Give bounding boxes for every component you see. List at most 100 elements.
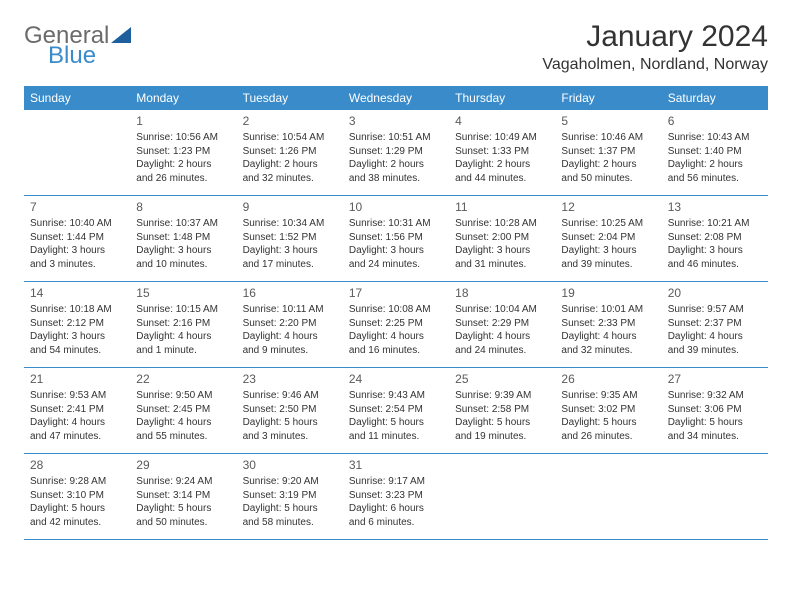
daylight-text: Daylight: 2 hours (668, 158, 762, 172)
sunset-text: Sunset: 2:58 PM (455, 403, 549, 417)
location-text: Vagaholmen, Nordland, Norway (542, 56, 768, 74)
sunset-text: Sunset: 2:00 PM (455, 231, 549, 245)
daylight-text: and 26 minutes. (136, 172, 230, 186)
sunrise-text: Sunrise: 10:40 AM (30, 217, 124, 231)
sunrise-text: Sunrise: 10:21 AM (668, 217, 762, 231)
daylight-text: Daylight: 6 hours (349, 502, 443, 516)
header: General Blue January 2024 Vagaholmen, No… (24, 20, 768, 74)
sunrise-text: Sunrise: 9:46 AM (243, 389, 337, 403)
sunrise-text: Sunrise: 9:17 AM (349, 475, 443, 489)
weekday-header: Thursday (449, 86, 555, 110)
daylight-text: Daylight: 5 hours (455, 416, 549, 430)
daylight-text: Daylight: 2 hours (561, 158, 655, 172)
day-number: 23 (243, 371, 337, 387)
daylight-text: Daylight: 5 hours (243, 502, 337, 516)
calendar-cell: 1Sunrise: 10:56 AMSunset: 1:23 PMDayligh… (130, 110, 236, 196)
calendar-cell: 7Sunrise: 10:40 AMSunset: 1:44 PMDayligh… (24, 196, 130, 282)
sunset-text: Sunset: 1:40 PM (668, 145, 762, 159)
sunset-text: Sunset: 1:33 PM (455, 145, 549, 159)
calendar-cell: 12Sunrise: 10:25 AMSunset: 2:04 PMDaylig… (555, 196, 661, 282)
sunrise-text: Sunrise: 10:37 AM (136, 217, 230, 231)
daylight-text: Daylight: 2 hours (243, 158, 337, 172)
calendar-cell: 15Sunrise: 10:15 AMSunset: 2:16 PMDaylig… (130, 282, 236, 368)
calendar-cell: 27Sunrise: 9:32 AMSunset: 3:06 PMDayligh… (662, 368, 768, 454)
daylight-text: Daylight: 3 hours (30, 330, 124, 344)
daylight-text: Daylight: 4 hours (136, 416, 230, 430)
day-number: 22 (136, 371, 230, 387)
daylight-text: Daylight: 4 hours (136, 330, 230, 344)
day-number: 11 (455, 199, 549, 215)
calendar-cell: 23Sunrise: 9:46 AMSunset: 2:50 PMDayligh… (237, 368, 343, 454)
daylight-text: and 1 minute. (136, 344, 230, 358)
calendar-cell: 4 Sunrise: 10:49 AMSunset: 1:33 PMDayligh… (449, 110, 555, 196)
calendar-cell: 26Sunrise: 9:35 AMSunset: 3:02 PMDayligh… (555, 368, 661, 454)
sunrise-text: Sunrise: 9:20 AM (243, 475, 337, 489)
calendar-cell: 5Sunrise: 10:46 AMSunset: 1:37 PMDayligh… (555, 110, 661, 196)
daylight-text: Daylight: 4 hours (349, 330, 443, 344)
sunset-text: Sunset: 2:54 PM (349, 403, 443, 417)
calendar-cell: 11Sunrise: 10:28 AMSunset: 2:00 PMDaylig… (449, 196, 555, 282)
day-number: 29 (136, 457, 230, 473)
sunrise-text: Sunrise: 9:32 AM (668, 389, 762, 403)
daylight-text: and 39 minutes. (561, 258, 655, 272)
sunset-text: Sunset: 2:20 PM (243, 317, 337, 331)
sunrise-text: Sunrise: 10:43 AM (668, 131, 762, 145)
sunrise-text: Sunrise: 10:54 AM (243, 131, 337, 145)
daylight-text: and 56 minutes. (668, 172, 762, 186)
sunrise-text: Sunrise: 9:43 AM (349, 389, 443, 403)
day-number: 7 (30, 199, 124, 215)
day-number: 1 (136, 113, 230, 129)
day-number: 30 (243, 457, 337, 473)
day-number: 16 (243, 285, 337, 301)
title-block: January 2024 Vagaholmen, Nordland, Norwa… (542, 20, 768, 74)
month-title: January 2024 (542, 20, 768, 54)
day-number: 3 (349, 113, 443, 129)
day-number: 27 (668, 371, 762, 387)
daylight-text: and 55 minutes. (136, 430, 230, 444)
daylight-text: and 3 minutes. (30, 258, 124, 272)
sunrise-text: Sunrise: 9:24 AM (136, 475, 230, 489)
day-number: 4 (455, 113, 549, 129)
day-number: 28 (30, 457, 124, 473)
daylight-text: and 11 minutes. (349, 430, 443, 444)
sunset-text: Sunset: 1:26 PM (243, 145, 337, 159)
daylight-text: Daylight: 2 hours (455, 158, 549, 172)
calendar-cell-empty (555, 454, 661, 540)
day-number: 6 (668, 113, 762, 129)
sunrise-text: Sunrise: 10:15 AM (136, 303, 230, 317)
day-number: 21 (30, 371, 124, 387)
sunset-text: Sunset: 3:06 PM (668, 403, 762, 417)
daylight-text: and 46 minutes. (668, 258, 762, 272)
calendar: SundayMondayTuesdayWednesdayThursdayFrid… (24, 86, 768, 540)
weekday-header: Sunday (24, 86, 130, 110)
day-number: 2 (243, 113, 337, 129)
sunset-text: Sunset: 1:44 PM (30, 231, 124, 245)
calendar-cell: 21Sunrise: 9:53 AMSunset: 2:41 PMDayligh… (24, 368, 130, 454)
daylight-text: Daylight: 3 hours (561, 244, 655, 258)
calendar-cell: 29Sunrise: 9:24 AMSunset: 3:14 PMDayligh… (130, 454, 236, 540)
day-number: 18 (455, 285, 549, 301)
calendar-body: 1Sunrise: 10:56 AMSunset: 1:23 PMDayligh… (24, 110, 768, 540)
day-number: 12 (561, 199, 655, 215)
daylight-text: and 19 minutes. (455, 430, 549, 444)
sunrise-text: Sunrise: 10:01 AM (561, 303, 655, 317)
daylight-text: and 58 minutes. (243, 516, 337, 530)
calendar-cell: 31Sunrise: 9:17 AMSunset: 3:23 PMDayligh… (343, 454, 449, 540)
sunrise-text: Sunrise: 10:34 AM (243, 217, 337, 231)
sunset-text: Sunset: 3:23 PM (349, 489, 443, 503)
daylight-text: and 24 minutes. (455, 344, 549, 358)
day-number: 10 (349, 199, 443, 215)
sunset-text: Sunset: 2:37 PM (668, 317, 762, 331)
sunset-text: Sunset: 1:56 PM (349, 231, 443, 245)
daylight-text: and 26 minutes. (561, 430, 655, 444)
daylight-text: and 3 minutes. (243, 430, 337, 444)
daylight-text: and 42 minutes. (30, 516, 124, 530)
daylight-text: Daylight: 5 hours (349, 416, 443, 430)
daylight-text: Daylight: 4 hours (668, 330, 762, 344)
calendar-cell: 28Sunrise: 9:28 AMSunset: 3:10 PMDayligh… (24, 454, 130, 540)
sunset-text: Sunset: 2:16 PM (136, 317, 230, 331)
sunrise-text: Sunrise: 10:49 AM (455, 131, 549, 145)
sunrise-text: Sunrise: 9:57 AM (668, 303, 762, 317)
calendar-cell: 30Sunrise: 9:20 AMSunset: 3:19 PMDayligh… (237, 454, 343, 540)
day-number: 17 (349, 285, 443, 301)
